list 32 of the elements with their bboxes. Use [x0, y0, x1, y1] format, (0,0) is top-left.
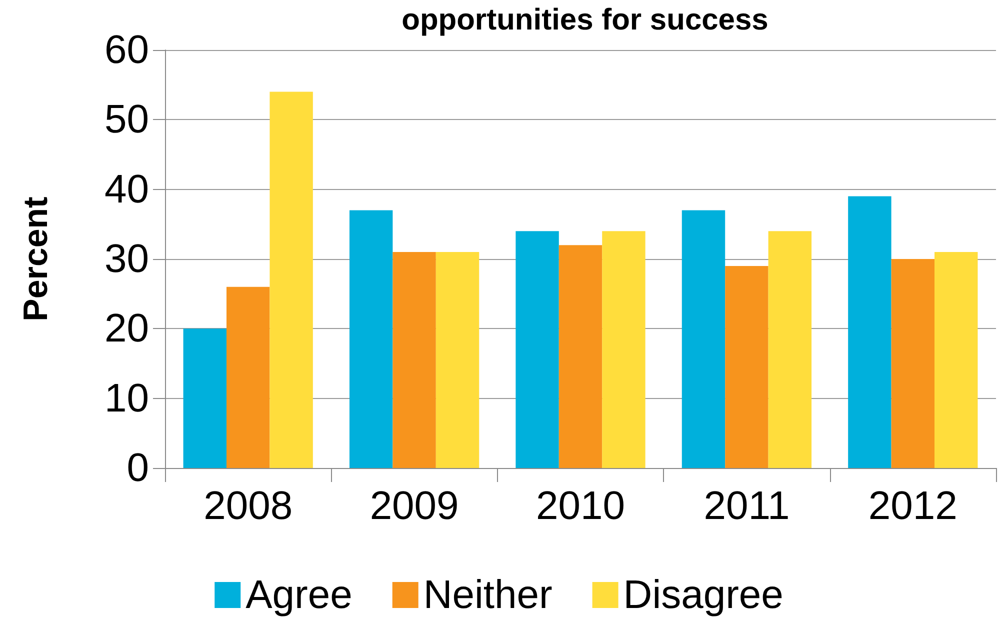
bar [725, 266, 768, 468]
bar [183, 328, 226, 468]
bar [848, 196, 892, 468]
bar [891, 259, 935, 468]
x-tick-label: 2010 [536, 484, 625, 528]
bar [516, 231, 559, 468]
bar [226, 286, 270, 468]
bar [934, 252, 978, 468]
bar [436, 252, 480, 468]
y-tick-label: 40 [104, 167, 149, 212]
legend-label: Disagree [623, 573, 784, 617]
bar [270, 92, 313, 468]
y-tick-label: 10 [104, 376, 149, 420]
legend-label: Agree [246, 573, 352, 617]
y-tick-label: 20 [104, 306, 149, 351]
y-axis-title: Percent [17, 196, 55, 322]
chart-title: opportunities for success [402, 4, 768, 36]
legend-label: Neither [423, 573, 552, 617]
y-tick-label: 50 [104, 98, 149, 142]
x-tick-label: 2012 [868, 484, 958, 528]
bar [602, 231, 646, 468]
y-tick-label: 30 [104, 237, 149, 281]
bar [558, 245, 602, 468]
bar [768, 231, 812, 468]
y-tick-label: 0 [126, 446, 149, 490]
x-tick-label: 2009 [370, 484, 459, 528]
y-tick-label: 60 [104, 28, 149, 72]
bar [392, 252, 436, 468]
bar [349, 210, 393, 468]
x-tick-label: 2011 [704, 484, 790, 528]
bar [682, 210, 726, 468]
x-tick-label: 2008 [204, 484, 293, 528]
